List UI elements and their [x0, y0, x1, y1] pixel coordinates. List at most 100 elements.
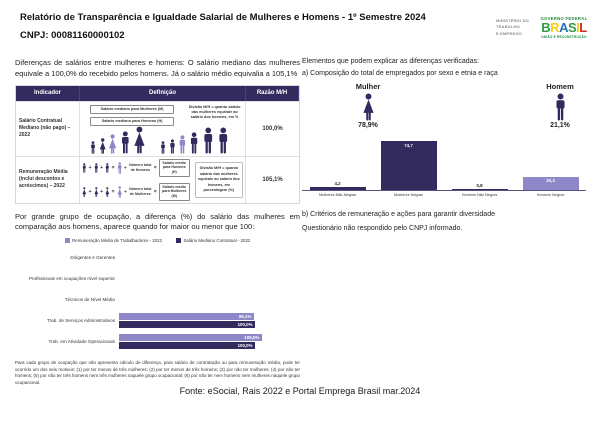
women-group-pictogram: [90, 126, 146, 154]
man-icon: [94, 163, 99, 173]
item-a-title: a) Composição do total de empregados por…: [302, 70, 498, 77]
person-icon: [120, 131, 131, 154]
ministry-logo-line: E EMPREGO: [495, 30, 522, 36]
bar-value-label: 100,0%: [237, 321, 253, 327]
plus-sign: +: [88, 164, 92, 171]
left-column: Diferenças de salários entre mulheres e …: [15, 58, 300, 387]
occupation-category-label: Trab. de Serviços Administrativos: [47, 317, 115, 323]
legend-label: Remuneração Média de Trabalhadores - 202…: [72, 237, 162, 243]
ministry-logo-line: TRABALHO: [495, 24, 520, 30]
elements-section-title: Elementos que podem explicar as diferenç…: [302, 58, 480, 65]
equals-sign: =: [153, 188, 157, 195]
bar-value-label: 20,3: [546, 178, 555, 184]
indicator-name: Remuneração Média (inclui descontos e ac…: [16, 156, 80, 203]
occupation-category-label: Trab. em Atividade Operacionais: [48, 338, 115, 344]
divide-sign: ÷: [124, 188, 127, 195]
occupation-category-label: Técnicos de Nível Médio: [64, 296, 115, 302]
composition-category-label: Homens Negros: [536, 193, 565, 197]
right-column: Elementos que podem explicar as diferenç…: [302, 58, 594, 232]
composition-chart-column: 74,7 Mulheres Negras: [373, 138, 444, 197]
legend-entry: Salário Mediano Contratual - 2022: [175, 237, 251, 243]
female-summary: Mulher 78,9%: [328, 82, 408, 129]
cnpj-line: CNPJ: 00081160000102: [20, 30, 125, 41]
total-men-label: Número total de Homens: [129, 163, 152, 172]
composition-category-label: Mulheres Não Negras: [319, 193, 356, 197]
composition-bar-chart: 4,2 Mulheres Não Negras 74,7 Mulheres Negra…: [302, 138, 586, 197]
plus-sign: +: [100, 164, 104, 171]
occupation-category-label: Dirigentes e Gerentes: [70, 254, 115, 260]
ministry-logo-line: MINISTÉRIO DO: [495, 17, 529, 23]
composition-chart-column: 0,8 Homens Não Negros: [444, 138, 515, 197]
composition-chart-column: 4,2 Mulheres Não Negras: [302, 138, 373, 197]
source-footer: Fonte: eSocial, Rais 2022 e Portal Empre…: [179, 386, 421, 396]
mean-formula-women: + + = ÷ Número total de Mulheres = Salár…: [82, 182, 190, 201]
person-icon: [202, 127, 215, 154]
table-header-row: Indicador Definição Razão M/H: [16, 85, 299, 101]
ministry-logo: MINISTÉRIO DO TRABALHO E EMPREGO: [496, 18, 529, 37]
indicator-name: Salário Contratual Mediano (não pago) – …: [16, 101, 80, 156]
occupation-bar: 105,0%: [119, 333, 262, 341]
composition-category-label: Homens Não Negros: [461, 193, 498, 197]
equals-sign: =: [111, 188, 115, 195]
total-women-label: Número total de Mulheres: [129, 187, 152, 196]
occupation-chart-row: Trab. em Atividade Operacionais 105,0% 100…: [15, 331, 300, 352]
definition-cell: Salário mediano para Mulheres (M) Salári…: [80, 101, 246, 156]
occupation-bar: 99,1%: [119, 312, 254, 320]
definition-cell: + + = ÷ Número total de Homens = Salário…: [80, 156, 246, 203]
page-title: Relatório de Transparência e Igualdade S…: [20, 12, 426, 23]
brasil-logo-wordmark: BRASIL: [541, 20, 587, 35]
bar-value-label: 100,0%: [237, 342, 253, 348]
composition-bar: 74,7: [380, 141, 437, 190]
occupation-bar-chart: Dirigentes e Gerentes Profissionais em oc…: [15, 247, 300, 352]
sex-composition-summary: Mulher 78,9% Homem 21,1%: [302, 82, 594, 130]
occupation-chart-row: Dirigentes e Gerentes: [15, 247, 300, 268]
woman-icon: [117, 186, 123, 198]
person-icon: [189, 132, 199, 154]
occupation-bar: 100,0%: [119, 320, 255, 328]
man-icon: [105, 163, 110, 173]
man-icon: [520, 93, 600, 121]
column-header-razao-mh: Razão M/H: [246, 85, 299, 101]
female-percentage: 78,9%: [358, 122, 378, 129]
occupation-chart-row: Trab. de Serviços Administrativos 99,1% 10…: [15, 310, 300, 331]
legend-swatch: [175, 237, 181, 243]
legend-swatch: [64, 237, 70, 243]
composition-bar: 20,3: [522, 176, 579, 190]
equals-sign: =: [153, 164, 157, 171]
ratio-value-median: 100,0%: [262, 125, 283, 132]
occupation-section-title: Por grande grupo de ocupação, a diferenç…: [15, 211, 300, 232]
salary-difference-summary: Diferenças de salários entre mulheres e …: [15, 58, 300, 78]
occupation-chart-row: Profissionais em ocupações nível superio…: [15, 268, 300, 289]
gov-logo-top-text: GOVERNO FEDERAL: [540, 16, 588, 21]
divide-sign: ÷: [124, 164, 127, 171]
bar-value-label: 74,7: [404, 142, 413, 148]
legend-entry: Remuneração Média de Trabalhadores - 202…: [64, 237, 162, 243]
plus-sign: +: [88, 188, 92, 195]
definition-box-median-women: Salário mediano para Mulheres (M): [90, 104, 175, 114]
column-header-indicador: Indicador: [16, 85, 80, 101]
men-group-pictogram: [160, 127, 229, 154]
plus-sign: +: [100, 188, 104, 195]
definition-box-median-men: Salário mediano para Homens (H): [90, 116, 175, 126]
composition-bar: [451, 189, 508, 190]
bar-value-label: 99,1%: [238, 313, 252, 319]
legend-label: Salário Mediano Contratual - 2022: [183, 237, 251, 243]
person-icon: [99, 138, 106, 154]
mean-formula-men: + + = ÷ Número total de Homens = Salário…: [82, 158, 190, 177]
ratio-definition-note: Divisão M/H = quanto salário das mulhere…: [188, 104, 241, 120]
occupation-category-label: Profissionais em ocupações nível superio…: [28, 275, 115, 281]
man-icon: [82, 163, 87, 173]
occupation-bar: 100,0%: [119, 341, 255, 349]
composition-bar: [309, 187, 366, 190]
man-icon: [117, 162, 123, 174]
gov-logo-bottom-text: UNIÃO E RECONSTRUÇÃO: [541, 34, 587, 39]
ratio-definition-note: Divisão M/H = quanto salário das mulhere…: [194, 162, 243, 198]
male-percentage: 21,1%: [550, 122, 570, 129]
ratio-value-mean: 105,1%: [262, 176, 283, 183]
chart-footnote: Para cada grupo de ocupação que não apre…: [15, 359, 300, 385]
woman-icon: [105, 187, 110, 197]
population-pictogram: [82, 126, 243, 154]
mean-salary-men-box: Salário médio para Homens (H): [158, 158, 190, 177]
female-label: Mulher: [355, 82, 381, 91]
